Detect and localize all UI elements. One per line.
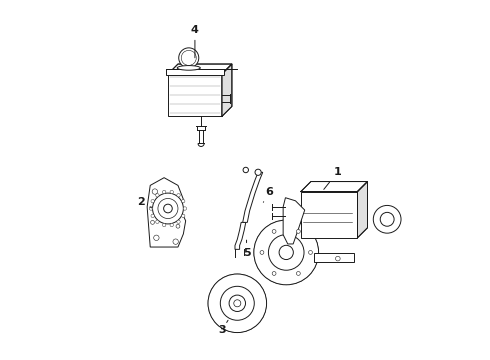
Circle shape — [151, 199, 154, 203]
Circle shape — [255, 169, 261, 175]
Polygon shape — [168, 64, 232, 74]
Text: 6: 6 — [263, 186, 273, 202]
Circle shape — [220, 286, 254, 320]
Text: 5: 5 — [243, 240, 250, 258]
Circle shape — [177, 220, 180, 224]
Polygon shape — [147, 178, 186, 247]
Ellipse shape — [177, 66, 200, 70]
Circle shape — [272, 271, 276, 275]
Circle shape — [164, 204, 172, 213]
Circle shape — [380, 212, 394, 226]
Bar — [168, 74, 222, 116]
Polygon shape — [283, 198, 305, 244]
Circle shape — [173, 239, 178, 244]
Circle shape — [156, 194, 159, 197]
Circle shape — [179, 48, 199, 68]
Polygon shape — [235, 222, 246, 249]
Circle shape — [208, 274, 267, 333]
Text: 2: 2 — [137, 197, 152, 208]
Circle shape — [177, 194, 180, 197]
Circle shape — [229, 295, 245, 311]
Circle shape — [158, 198, 178, 219]
Text: 4: 4 — [191, 25, 199, 58]
Circle shape — [156, 220, 159, 224]
Circle shape — [373, 206, 401, 233]
Circle shape — [269, 235, 304, 270]
Circle shape — [279, 245, 294, 260]
Circle shape — [149, 207, 153, 210]
Circle shape — [176, 224, 180, 228]
Circle shape — [234, 300, 241, 307]
Circle shape — [150, 220, 154, 224]
Polygon shape — [358, 181, 368, 238]
Circle shape — [183, 207, 187, 210]
Bar — [314, 253, 354, 262]
Circle shape — [254, 220, 318, 285]
Circle shape — [181, 199, 185, 203]
Circle shape — [163, 223, 166, 227]
Circle shape — [151, 214, 154, 217]
Circle shape — [309, 251, 313, 255]
Circle shape — [152, 193, 183, 224]
Circle shape — [152, 189, 158, 194]
Circle shape — [336, 256, 340, 261]
Polygon shape — [222, 64, 232, 116]
Circle shape — [272, 229, 276, 233]
Circle shape — [170, 190, 173, 194]
Bar — [301, 192, 358, 238]
Circle shape — [154, 235, 159, 240]
Text: 3: 3 — [218, 320, 228, 335]
Polygon shape — [243, 172, 263, 222]
Circle shape — [181, 50, 196, 66]
Circle shape — [163, 190, 166, 194]
Circle shape — [296, 229, 300, 233]
Polygon shape — [301, 181, 368, 192]
Circle shape — [181, 214, 185, 217]
Circle shape — [170, 223, 173, 227]
Circle shape — [243, 167, 248, 173]
Circle shape — [260, 251, 264, 255]
Circle shape — [296, 271, 300, 275]
Text: 1: 1 — [324, 167, 342, 189]
Bar — [166, 69, 224, 75]
